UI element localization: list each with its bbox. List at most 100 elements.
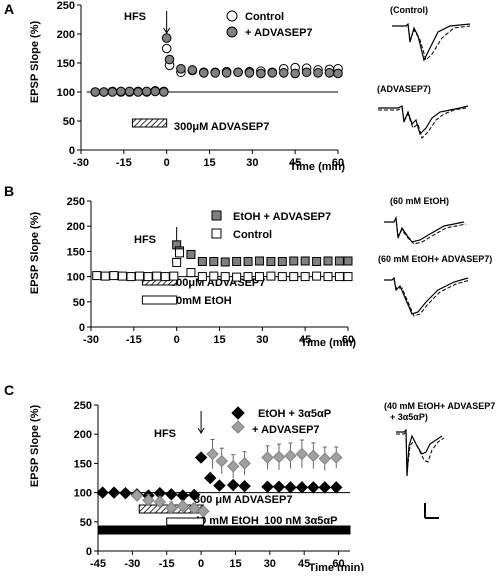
- y-tick-label: 0: [86, 546, 92, 558]
- panel-b: B EPSP Slope (%) Time (min) HFS EtOH + A…: [4, 183, 492, 349]
- data-point: [238, 479, 251, 493]
- y-tick-label: 200: [74, 429, 92, 441]
- legend-marker-advasep7: [226, 26, 238, 38]
- data-point: [324, 68, 335, 78]
- panel-letter: C: [4, 382, 14, 398]
- data-point: [209, 256, 219, 266]
- x-tick-label: 60: [342, 334, 354, 346]
- trace-label: (40 mM EtOH+ ADVASEP7 + 3α5αP): [384, 401, 495, 422]
- y-tick-label: 250: [67, 196, 85, 208]
- data-point: [176, 499, 189, 513]
- treatment-bar: [131, 118, 168, 128]
- data-point: [188, 502, 201, 515]
- hfs-arrow-head: [163, 27, 171, 34]
- data-point: [92, 271, 102, 281]
- data-point: [160, 272, 170, 282]
- treatment-bar: [97, 525, 351, 535]
- trace-label: (ADVASEP7): [377, 84, 431, 94]
- data-point: [295, 481, 309, 494]
- x-tick-label: -30: [124, 558, 140, 570]
- data-point: [220, 257, 230, 267]
- data-point: [238, 457, 251, 470]
- data-point: [284, 449, 297, 463]
- data-point: [334, 272, 344, 282]
- x-tick-label: 15: [213, 334, 225, 346]
- x-tick-label: -15: [159, 558, 175, 570]
- data-point: [194, 451, 208, 464]
- data-point: [343, 256, 353, 266]
- legend-label: + ADVASEP7: [252, 424, 320, 436]
- data-point: [301, 67, 312, 78]
- x-tick-label: -15: [126, 334, 142, 346]
- data-point: [330, 451, 343, 464]
- data-point: [221, 68, 232, 78]
- data-point: [323, 272, 333, 282]
- data-point: [254, 272, 264, 282]
- bar-label: 60mM EtOH: [170, 295, 232, 307]
- y-tick-label: 150: [57, 58, 75, 70]
- treatment-bar: [166, 517, 204, 526]
- x-tick-label: 30: [246, 157, 258, 169]
- legend-marker-etoh-advasep7: [211, 210, 222, 221]
- data-point: [176, 489, 189, 502]
- data-point: [312, 256, 322, 266]
- data-point: [130, 489, 144, 502]
- data-point: [289, 256, 299, 266]
- legend-label: Control: [233, 229, 272, 241]
- data-point: [141, 86, 152, 97]
- data-point: [143, 272, 153, 282]
- data-point: [172, 257, 182, 267]
- y-tick-label: 50: [80, 517, 92, 529]
- data-point: [204, 471, 217, 485]
- data-point: [210, 68, 221, 78]
- data-point: [198, 68, 209, 78]
- plot-area: 0 50 100 150 200 250 -45 -30 -15 0 15 30 45 60: [74, 400, 351, 570]
- y-tick-label: 100: [74, 488, 92, 500]
- y-tick-label: 0: [69, 145, 75, 157]
- data-point: [126, 272, 136, 282]
- data-point: [188, 488, 201, 502]
- data-point: [197, 505, 210, 518]
- data-point: [277, 256, 287, 266]
- data-point: [343, 272, 353, 282]
- x-tick-label: -30: [83, 334, 99, 346]
- epsp-trace: [392, 22, 471, 62]
- data-point: [142, 493, 155, 507]
- trace-label: (60 mM EtOH+ ADVASEP7): [378, 254, 492, 264]
- data-point: [300, 272, 310, 282]
- data-point: [153, 495, 167, 509]
- x-tick-label: 15: [229, 558, 241, 570]
- epsp-trace: [384, 215, 467, 245]
- data-point: [109, 271, 119, 281]
- treatment-bar: [141, 295, 178, 305]
- y-axis-title: EPSP Slope (%): [29, 405, 41, 488]
- bar-label: 40 mM EtOH: [194, 515, 259, 527]
- data-point: [99, 87, 109, 97]
- legend-marker-etoh-3a5ap: [231, 406, 245, 420]
- data-point: [169, 271, 179, 281]
- x-tick-label: 60: [332, 157, 344, 169]
- data-point: [209, 271, 219, 281]
- data-point: [272, 480, 286, 493]
- legend-label: Control: [245, 11, 284, 23]
- trace-label-line: + 3α5αP): [390, 412, 428, 422]
- trace-label: (60 mM EtOH): [390, 196, 449, 206]
- data-point: [261, 480, 274, 493]
- trace-label: (Control): [390, 5, 428, 15]
- y-tick-label: 100: [67, 272, 85, 284]
- x-tick-label: 45: [289, 157, 301, 169]
- data-point: [117, 271, 127, 281]
- data-point: [295, 447, 309, 461]
- data-point: [290, 68, 300, 79]
- data-point: [323, 256, 333, 266]
- x-tick-label: -30: [73, 157, 89, 169]
- data-point: [243, 272, 253, 282]
- data-point: [197, 272, 207, 282]
- y-tick-label: 50: [73, 297, 85, 309]
- bar-label: 100 nM 3α5αP: [264, 515, 337, 527]
- data-point: [164, 54, 175, 65]
- legend-marker-advasep7: [231, 420, 245, 434]
- data-point: [165, 501, 178, 514]
- data-point: [261, 451, 274, 464]
- legend: EtOH + ADVASEP7 Control: [211, 210, 331, 241]
